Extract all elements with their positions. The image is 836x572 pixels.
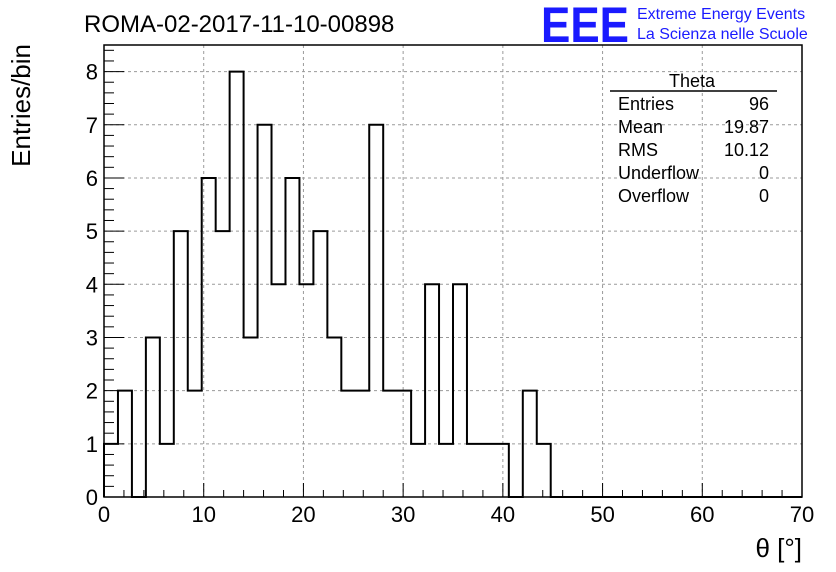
histogram-bin	[383, 391, 397, 497]
stats-label: Underflow	[618, 163, 700, 183]
plot-frame	[103, 44, 803, 498]
logo-mark: EEE	[541, 0, 629, 53]
histogram-bin	[160, 444, 174, 497]
histogram-bin	[537, 444, 551, 497]
stats-value: 19.87	[724, 117, 769, 137]
stats-box: Theta Entries 96 Mean 19.87 RMS 10.12 Underflo…	[610, 71, 777, 206]
eee-logo: EEE Extreme Energy Events La Scienza nel…	[541, 0, 808, 53]
histogram-bin	[174, 231, 188, 497]
histogram-bin	[104, 444, 118, 497]
x-tick-label: 60	[690, 502, 714, 527]
histogram-bin	[411, 444, 425, 497]
axis-ticks: 0 10 20 30 40 50 60 70 0 1 2 3 4 5 6 7 8	[86, 49, 814, 527]
stats-label: RMS	[618, 140, 658, 160]
x-tick-label: 20	[291, 502, 315, 527]
x-tick-label: 70	[790, 502, 814, 527]
histogram-bin	[313, 231, 327, 497]
x-tick-label: 40	[491, 502, 515, 527]
y-tick-label: 4	[86, 272, 98, 297]
chart-title: ROMA-02-2017-11-10-00898	[84, 11, 394, 38]
x-tick-label: 0	[98, 502, 110, 527]
stats-title: Theta	[669, 71, 716, 91]
stats-label: Mean	[618, 117, 663, 137]
stats-value: 96	[749, 94, 769, 114]
histogram-bin	[481, 444, 495, 497]
histogram-bin	[467, 444, 481, 497]
x-tick-label: 30	[391, 502, 415, 527]
stats-value: 0	[759, 163, 769, 183]
stats-value: 0	[759, 186, 769, 206]
histogram-bin	[244, 337, 258, 497]
x-tick-label: 10	[191, 502, 215, 527]
histogram-bin	[439, 444, 453, 497]
logo-line-2: La Scienza nelle Scuole	[637, 26, 808, 43]
y-tick-label: 7	[86, 113, 98, 138]
histogram-bin	[369, 125, 383, 497]
histogram-bin	[299, 284, 313, 497]
x-axis-title: θ [°]	[755, 533, 802, 563]
logo-line-1: Extreme Energy Events	[637, 6, 805, 23]
stats-label: Entries	[618, 94, 674, 114]
y-tick-label: 6	[86, 166, 98, 191]
stats-value: 10.12	[724, 140, 769, 160]
y-tick-label: 8	[86, 60, 98, 85]
x-tick-label: 50	[590, 502, 614, 527]
stats-rows: Entries 96 Mean 19.87 RMS 10.12 Underflow 0 Over…	[618, 94, 769, 206]
y-tick-label: 5	[86, 219, 98, 244]
histogram-bin	[327, 337, 341, 497]
y-tick-label: 0	[86, 485, 98, 510]
stats-label: Overflow	[618, 186, 690, 206]
y-tick-label: 1	[86, 432, 98, 457]
y-tick-label: 3	[86, 325, 98, 350]
y-axis-title: Entries/bin	[6, 44, 36, 167]
histogram-bin	[146, 337, 160, 497]
histogram-bin	[216, 231, 230, 497]
histogram-bin	[495, 444, 509, 497]
y-tick-label: 2	[86, 379, 98, 404]
histogram-bin	[258, 125, 272, 497]
histogram-bin	[341, 391, 355, 497]
